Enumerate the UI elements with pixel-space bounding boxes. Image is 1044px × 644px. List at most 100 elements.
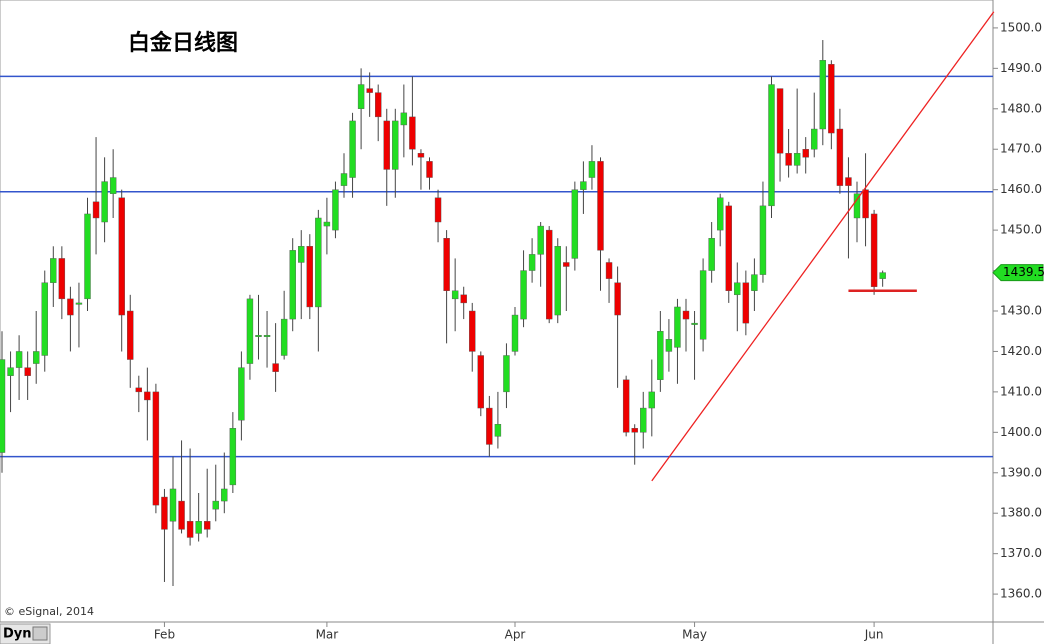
candle-body [357,84,365,109]
candle-body [759,205,767,275]
candle-body [648,391,655,409]
candle-body [665,339,673,352]
candle-body [50,258,57,283]
candle-body [340,173,348,186]
candle-body [588,161,596,178]
candle-body [460,294,467,304]
candle-body [417,153,425,158]
candle-body [597,161,604,251]
candle-body [836,128,844,186]
trend-line [651,11,995,482]
y-tick-label: 1380.0 [1000,506,1042,520]
candle-body [477,355,484,409]
candle-body [263,335,271,337]
candle-body [717,197,724,231]
y-tick-label: 1450.0 [1000,223,1042,237]
candle-body [203,521,211,530]
y-tick-label: 1420.0 [1000,344,1042,358]
candle-body [323,221,331,227]
candle-body [853,193,861,219]
candle-body [400,112,408,126]
y-tick-label: 1460.0 [1000,182,1042,196]
candle-body [127,310,134,360]
candle-body [622,379,630,433]
candle-body [212,500,219,510]
y-tick-label: 1360.0 [1000,587,1042,601]
candle-body [554,246,561,316]
candle-body [469,310,476,352]
candle-body [221,488,228,502]
candle-body [494,424,502,437]
candle-body [768,84,775,207]
y-tick-label: 1480.0 [1000,101,1042,115]
mode-label[interactable]: Dyn [3,627,32,642]
candle-body [118,197,125,316]
x-tick-label: Jun [864,628,884,642]
y-tick-label: 1370.0 [1000,546,1042,560]
candle-body [520,270,527,320]
candle-body [375,92,382,118]
candle-body [640,407,647,433]
candle-body [109,177,117,194]
settings-icon[interactable] [32,626,48,641]
y-tick-label: 1470.0 [1000,142,1042,156]
candle-body [870,213,878,287]
candle-body [349,120,356,178]
candle-body [280,318,288,356]
last-price-label: 1439.5 [1003,265,1044,279]
candle-body [571,189,579,259]
candle-body [238,367,245,421]
candle-body [92,201,100,219]
candle-body [306,246,313,308]
candle-body [298,246,305,263]
candle-body [785,153,792,166]
candle-body [674,306,681,348]
candle-body [332,189,339,231]
candle-body [776,88,784,154]
y-tick-label: 1490.0 [1000,61,1042,75]
candle-body [255,335,262,337]
y-tick-label: 1400.0 [1000,425,1042,439]
candle-body [528,254,536,271]
candle-body [546,229,553,320]
candle-body [811,128,818,150]
candle-body [67,298,74,316]
candle-body [819,60,826,130]
candle-body [383,120,390,170]
candle-body [734,282,741,296]
candle-body [229,428,237,486]
x-tick-label: May [682,628,707,642]
candle-body [135,387,143,393]
candle-body [682,310,690,320]
candle-body [152,391,160,506]
candle-body [7,367,14,376]
candle-body [161,496,168,530]
candle-body [41,282,48,356]
candle-body [742,282,750,324]
candle-body [451,290,459,300]
candle-body [708,238,715,271]
y-tick-label: 1430.0 [1000,304,1042,318]
candle-body [845,177,852,186]
candle-body [246,298,254,364]
candle-body [443,238,450,291]
candle-body [657,331,664,380]
candle-body [101,181,108,223]
last-price-marker [992,264,1044,282]
candle-body [426,161,433,178]
candle-body [699,270,707,340]
candle-body [392,120,399,170]
candle-body [195,521,202,534]
x-tick-label: Feb [154,628,175,642]
candle-body [691,322,698,325]
candle-body [580,181,587,190]
candle-body [169,488,177,522]
candle-body [793,153,801,166]
candle-body [631,428,638,433]
candle-body [0,359,6,453]
candle-body [289,250,296,320]
candle-body [605,262,613,279]
y-tick-label: 1500.0 [1000,20,1042,34]
